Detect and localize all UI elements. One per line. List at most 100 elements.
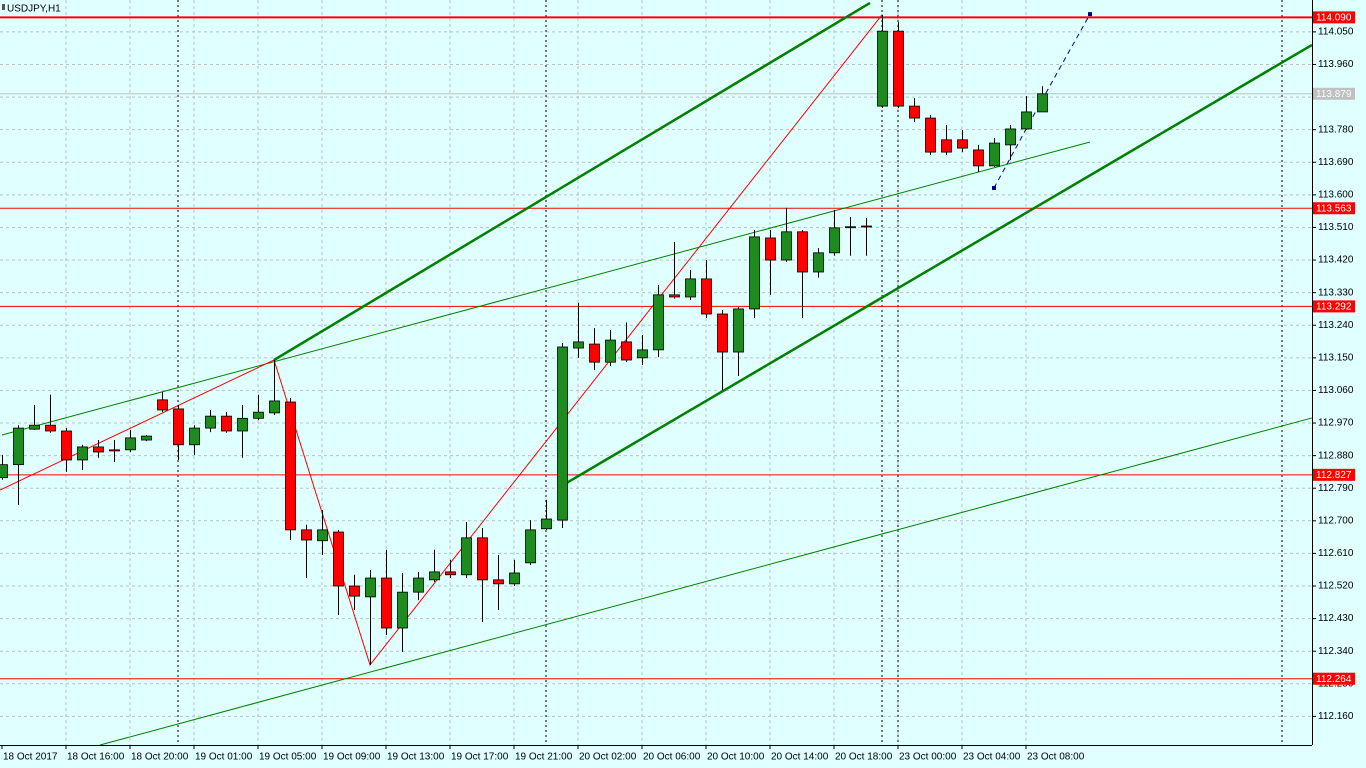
- candle-body: [637, 349, 648, 359]
- candle-body: [605, 339, 616, 363]
- y-tick-label: 113.240: [1318, 320, 1354, 331]
- x-tick-label: 18 Oct 16:00: [67, 752, 125, 763]
- x-tick-label: 23 Oct 08:00: [1027, 752, 1085, 763]
- candle-body: [813, 252, 824, 273]
- chart-title: USDJPY,H1: [7, 4, 61, 15]
- candle-body: [1005, 128, 1016, 146]
- price-level-tag: [1313, 11, 1355, 24]
- x-tick-label: 18 Oct 20:00: [131, 752, 189, 763]
- candle-body: [45, 424, 56, 432]
- candle-body: [973, 149, 984, 167]
- candle-body: [861, 225, 872, 228]
- y-tick-label: 112.160: [1318, 711, 1354, 722]
- candle-body: [941, 139, 952, 153]
- candle-body: [845, 226, 856, 229]
- plot-area: [0, 1, 1313, 746]
- candle-body: [509, 572, 520, 585]
- candle-body: [349, 585, 360, 597]
- candle-body: [685, 278, 696, 298]
- candle-body: [125, 437, 136, 451]
- candle-body: [0, 464, 8, 479]
- candle-body: [989, 142, 1000, 167]
- trend-marker: [992, 185, 996, 190]
- y-tick-label: 114.050: [1318, 27, 1354, 38]
- candle-body: [397, 591, 408, 629]
- x-tick-label: 19 Oct 09:00: [323, 752, 381, 763]
- candle-body: [429, 571, 440, 581]
- candle-body: [829, 227, 840, 254]
- x-tick-label: 20 Oct 06:00: [643, 752, 701, 763]
- x-tick-label: 23 Oct 00:00: [899, 752, 957, 763]
- y-tick-label: 112.340: [1318, 646, 1354, 657]
- candle-body: [221, 415, 232, 432]
- candle-body: [765, 237, 776, 261]
- candle-body: [285, 401, 296, 531]
- candle-body: [877, 30, 888, 107]
- candle-body: [957, 139, 968, 149]
- trend-line: [99, 417, 1313, 746]
- y-tick-label: 112.520: [1318, 581, 1354, 592]
- candle-body: [29, 424, 40, 430]
- period-separators: [177, 0, 1283, 745]
- candle-body: [1021, 111, 1032, 130]
- candle-body: [621, 341, 632, 361]
- candle-body: [301, 529, 312, 541]
- y-tick-label: 112.610: [1318, 548, 1354, 559]
- candle-body: [573, 341, 584, 349]
- y-tick-label: 113.150: [1318, 352, 1354, 363]
- y-tick-label: 113.600: [1318, 189, 1354, 200]
- candle-body: [909, 105, 920, 119]
- candle-body: [781, 231, 792, 261]
- candle-body: [445, 571, 456, 576]
- candle-body: [541, 518, 552, 530]
- candle-body: [461, 537, 472, 576]
- x-tick-label: 19 Oct 13:00: [387, 752, 445, 763]
- candle-body: [669, 294, 680, 298]
- x-tick-label: 23 Oct 04:00: [963, 752, 1021, 763]
- candle-body: [733, 308, 744, 353]
- y-tick-label: 113.960: [1318, 59, 1354, 70]
- y-tick-label: 113.060: [1318, 385, 1354, 396]
- candle-body: [109, 449, 120, 452]
- price-level-label: 112.264: [1316, 674, 1352, 685]
- candle-body: [701, 278, 712, 315]
- price-level-tag: [1313, 202, 1355, 215]
- candle-body: [413, 577, 424, 593]
- candle-body: [237, 417, 248, 432]
- y-tick-label: 113.420: [1318, 255, 1354, 266]
- candle-body: [61, 430, 72, 461]
- candle-body: [925, 117, 936, 153]
- candle-body: [557, 346, 568, 521]
- candle-body: [893, 30, 904, 107]
- price-level-label: 114.090: [1316, 13, 1352, 24]
- candle-body: [13, 427, 24, 466]
- candle-body: [1037, 93, 1048, 113]
- x-tick-label: 19 Oct 01:00: [195, 752, 253, 763]
- x-tick-label: 20 Oct 02:00: [579, 752, 637, 763]
- y-tick-label: 112.970: [1318, 418, 1354, 429]
- y-tick-label: 113.780: [1318, 124, 1354, 135]
- y-tick-label: 112.700: [1318, 515, 1354, 526]
- candle-body: [525, 529, 536, 564]
- candle-body: [589, 343, 600, 363]
- candle-body: [381, 577, 392, 629]
- price-level-tag: [1313, 672, 1355, 685]
- trend-marker: [1088, 12, 1092, 17]
- candle-body: [157, 399, 168, 411]
- candle-body: [77, 446, 88, 461]
- candle-body: [253, 411, 264, 419]
- candle-body: [653, 294, 664, 351]
- candle-body: [493, 579, 504, 585]
- current-price-label: 113.879: [1316, 89, 1352, 100]
- y-tick-label: 113.690: [1318, 157, 1354, 168]
- candle-body: [141, 435, 152, 441]
- candle-body: [365, 577, 376, 598]
- price-level-tag: [1313, 468, 1355, 481]
- candle-body: [269, 400, 280, 414]
- candle-body: [797, 231, 808, 273]
- candle-body: [717, 313, 728, 353]
- trend-line: [273, 1, 871, 362]
- y-tick-label: 112.430: [1318, 613, 1354, 624]
